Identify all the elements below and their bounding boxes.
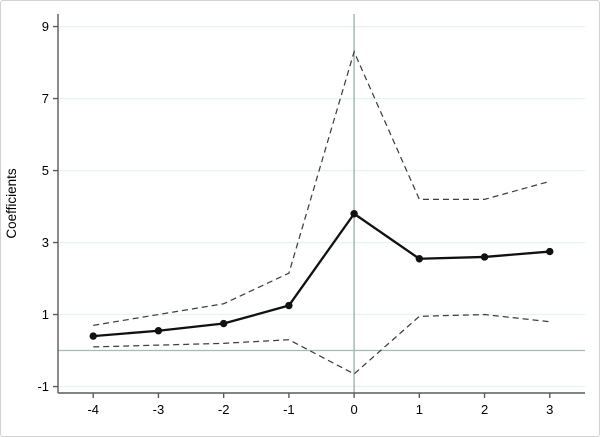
x-tick-label: 3	[546, 402, 553, 417]
coefficient-marker	[350, 210, 358, 218]
x-tick-label: -4	[87, 402, 99, 417]
y-tick-label: 7	[42, 91, 49, 106]
y-axis-title: Coefficients	[4, 168, 19, 239]
coefficient-marker	[480, 253, 489, 261]
x-tick-label: -3	[153, 402, 165, 417]
x-tick-label: 2	[481, 402, 488, 417]
coefficient-marker	[546, 247, 554, 256]
y-tick-label: 1	[42, 307, 49, 322]
x-tick-label: 0	[350, 402, 357, 417]
y-tick-label: 3	[42, 235, 49, 250]
y-tick-label: -1	[37, 379, 49, 394]
coefficient-marker	[154, 327, 163, 335]
coefficient-marker	[219, 319, 228, 328]
coefficient-marker	[285, 301, 293, 310]
coefficient-line	[93, 212, 550, 338]
x-tick-label: -1	[283, 402, 295, 417]
coefficient-marker	[415, 255, 424, 263]
y-tick-label: 9	[42, 19, 49, 34]
coefficient-marker	[89, 332, 97, 340]
y-tick-label: 5	[42, 163, 49, 178]
x-tick-label: -2	[218, 402, 230, 417]
x-tick-label: 1	[416, 402, 423, 417]
ci-lower-line	[93, 313, 550, 375]
ci-upper-line	[93, 49, 550, 326]
